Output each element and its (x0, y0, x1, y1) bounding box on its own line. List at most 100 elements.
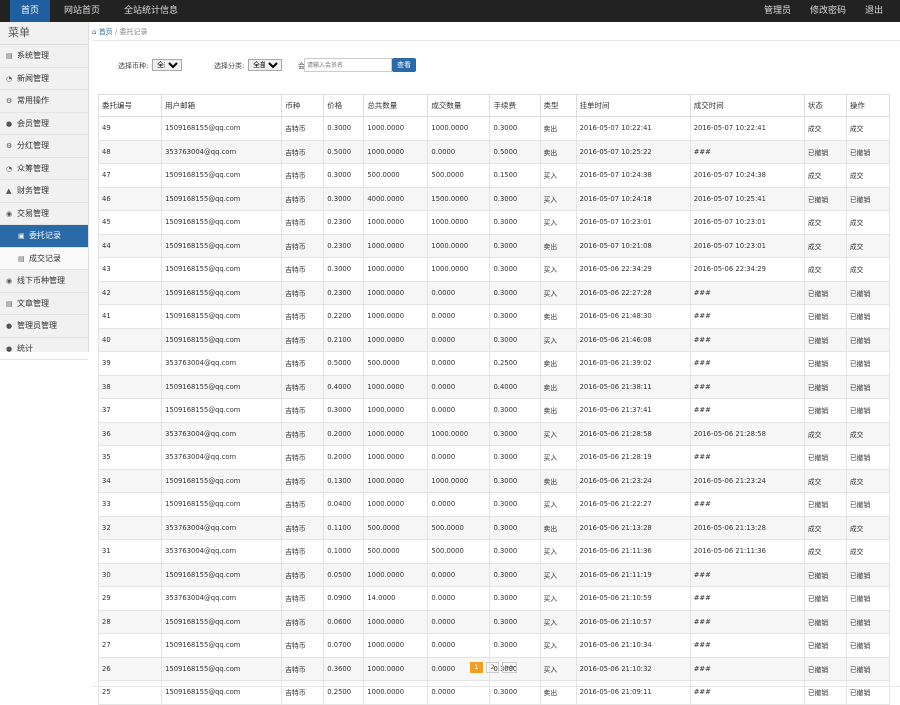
sidebar-item[interactable]: ◉ 交易管理 (0, 203, 88, 225)
row-action[interactable]: 已撤销 (845, 374, 891, 399)
table-cell: 0.5000 (489, 139, 541, 164)
table-cell: 2016-05-07 10:23:01 (689, 210, 805, 235)
sidebar-item[interactable]: ⚙ 常用操作 (0, 90, 88, 113)
row-action[interactable]: 已撤销 (845, 327, 891, 352)
table-cell: 已撤销 (803, 280, 847, 305)
table-cell: 0.0000 (427, 351, 491, 376)
table-row: 42 1509168155@qq.com 吉特币 0.2300 1000.0000 0.0… (97, 280, 891, 305)
nav-change-password[interactable]: 修改密码 (810, 6, 847, 16)
table-cell: 353763004@qq.com (161, 421, 283, 446)
sidebar-item[interactable]: ● 会员管理 (0, 113, 88, 135)
search-button[interactable]: 查看 (392, 58, 416, 72)
table-cell: 成交 (803, 210, 847, 235)
row-action[interactable]: 已撤销 (845, 586, 891, 611)
table-row: 49 1509168155@qq.com 吉特币 0.3000 1000.0000 100… (97, 116, 891, 141)
table-cell: 40 (97, 327, 163, 352)
row-action[interactable]: 成交 (845, 163, 891, 188)
nav-admin[interactable]: 管理员 (764, 6, 792, 16)
table-cell: 0.2500 (489, 351, 541, 376)
row-action[interactable]: 已撤销 (845, 280, 891, 305)
table-cell: 2016-05-06 21:38:11 (575, 374, 691, 399)
coin-select[interactable]: 全部 (152, 59, 182, 71)
table-cell: 吉特币 (281, 680, 325, 705)
table-cell: 成交 (803, 539, 847, 564)
table-cell: 吉特币 (281, 139, 325, 164)
table-cell: 吉特币 (281, 327, 325, 352)
row-action[interactable]: 成交 (845, 233, 891, 258)
table-cell: 29 (97, 586, 163, 611)
sidebar-item[interactable]: ◔ 新闻管理 (0, 68, 88, 90)
table-cell: 42 (97, 280, 163, 305)
sidebar-item[interactable]: ▲ 财务管理 (0, 180, 88, 203)
clock-icon: ◔ (6, 164, 13, 173)
table-cell: 1000.0000 (363, 492, 429, 517)
table-cell: 2016-05-06 21:10:57 (575, 609, 691, 634)
row-action[interactable]: 成交 (845, 210, 891, 235)
row-action[interactable]: 已撤销 (845, 562, 891, 587)
row-action[interactable]: 成交 (845, 539, 891, 564)
sidebar-item[interactable]: ⚙ 分红管理 (0, 135, 88, 158)
row-action[interactable]: 成交 (845, 421, 891, 446)
sidebar-item[interactable]: ▤ 文章管理 (0, 293, 88, 315)
table-cell: 已撤销 (803, 680, 847, 705)
row-action[interactable]: 已撤销 (845, 139, 891, 164)
sidebar-item[interactable]: ▣ 委托记录 (0, 225, 88, 248)
table-row: 38 1509168155@qq.com 吉特币 0.4000 1000.0000 0.0… (97, 374, 891, 399)
row-action[interactable]: 已撤销 (845, 304, 891, 329)
page-current[interactable]: 1 (470, 662, 483, 673)
table-cell: 1509168155@qq.com (161, 562, 283, 587)
row-action[interactable]: 已撤销 (845, 351, 891, 376)
table-cell: 1509168155@qq.com (161, 633, 283, 658)
row-action[interactable]: 已撤销 (845, 680, 891, 705)
table-cell: 1509168155@qq.com (161, 280, 283, 305)
type-select[interactable]: 全部 (248, 59, 282, 71)
nav-site-stats[interactable]: 全站统计信息 (124, 6, 179, 16)
table-cell: 46 (97, 186, 163, 211)
table-cell: 353763004@qq.com (161, 515, 283, 540)
row-action[interactable]: 成交 (845, 515, 891, 540)
sidebar-item[interactable]: ● 统计 (0, 338, 88, 360)
sidebar-item[interactable]: ◔ 众筹管理 (0, 158, 88, 180)
table-cell: 48 (97, 139, 163, 164)
row-action[interactable]: 成交 (845, 257, 891, 282)
breadcrumb-home[interactable]: 首页 (98, 28, 113, 36)
table-cell: 1000.0000 (427, 421, 491, 446)
home-icon[interactable]: ⌂ (92, 28, 97, 36)
sidebar-item[interactable]: ▤ 系统管理 (0, 45, 88, 68)
gear-icon: ▤ (6, 52, 13, 60)
table-cell: ### (689, 609, 805, 634)
page-last[interactable]: >> (502, 662, 517, 673)
row-action[interactable]: 已撤销 (845, 445, 891, 470)
nav-site-home[interactable]: 网站首页 (64, 6, 101, 16)
row-action[interactable]: 已撤销 (845, 398, 891, 423)
username-input[interactable] (304, 58, 392, 72)
sidebar-item[interactable]: ◉ 线下币种管理 (0, 270, 88, 293)
column-header: 价格 (323, 94, 365, 117)
table-cell: 0.3000 (489, 515, 541, 540)
table-cell: 卖出 (539, 468, 577, 493)
row-action[interactable]: 已撤销 (845, 186, 891, 211)
table-cell: 0.1300 (323, 468, 365, 493)
row-action[interactable]: 已撤销 (845, 633, 891, 658)
row-action[interactable]: 成交 (845, 116, 891, 141)
table-cell: 0.0000 (427, 492, 491, 517)
table-cell: 1509168155@qq.com (161, 327, 283, 352)
sidebar-item[interactable]: ● 管理员管理 (0, 315, 88, 338)
sidebar-item[interactable]: ▤ 成交记录 (0, 247, 88, 270)
row-action[interactable]: 成交 (845, 468, 891, 493)
nav-home[interactable]: 首页 (10, 0, 50, 22)
table-cell: 1509168155@qq.com (161, 233, 283, 258)
page-next[interactable]: 2 (486, 662, 499, 673)
table-cell: 已撤销 (803, 327, 847, 352)
table-cell: 2016-05-06 21:13:28 (575, 515, 691, 540)
sidebar-title: 菜单 (0, 22, 88, 45)
row-action[interactable]: 已撤销 (845, 492, 891, 517)
nav-logout[interactable]: 退出 (865, 6, 884, 16)
table-cell: 1000.0000 (363, 468, 429, 493)
row-action[interactable]: 已撤销 (845, 609, 891, 634)
table-cell: 500.0000 (363, 351, 429, 376)
table-cell: 吉特币 (281, 539, 325, 564)
table-cell: 已撤销 (803, 374, 847, 399)
row-action[interactable]: 已撤销 (845, 656, 891, 681)
table-cell: 2016-05-07 10:23:01 (575, 210, 691, 235)
